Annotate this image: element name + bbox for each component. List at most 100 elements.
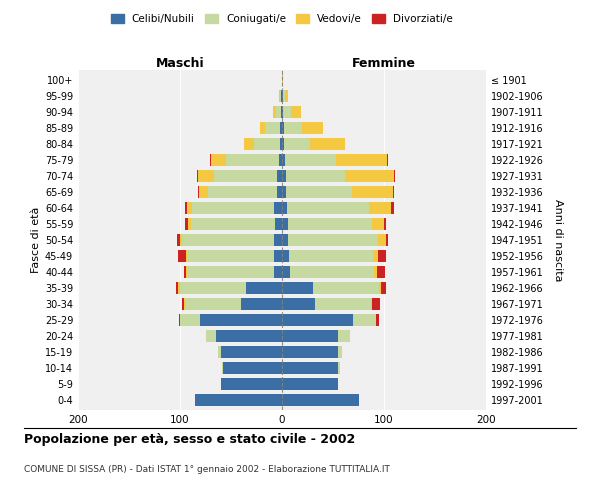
Bar [180, 282, 247, 294]
Bar [282, 234, 288, 246]
Bar [336, 154, 387, 166]
Bar [208, 186, 277, 198]
Bar [353, 314, 376, 326]
Bar [254, 138, 280, 150]
Bar [274, 250, 282, 262]
Bar [186, 266, 187, 278]
Bar [199, 170, 214, 182]
Bar [275, 218, 282, 230]
Bar [281, 90, 282, 102]
Bar [394, 170, 395, 182]
Bar [241, 298, 282, 310]
Bar [314, 298, 371, 310]
Bar [280, 138, 282, 150]
Bar [282, 170, 286, 182]
Bar [379, 282, 381, 294]
Bar [260, 122, 265, 134]
Text: Popolazione per età, sesso e stato civile - 2002: Popolazione per età, sesso e stato civil… [24, 432, 355, 446]
Bar [276, 106, 281, 118]
Bar [180, 314, 200, 326]
Bar [369, 202, 391, 214]
Text: Maschi: Maschi [155, 57, 205, 70]
Bar [377, 266, 385, 278]
Bar [378, 234, 386, 246]
Bar [352, 186, 393, 198]
Bar [274, 234, 282, 246]
Bar [371, 298, 372, 310]
Bar [218, 346, 221, 358]
Bar [282, 266, 290, 278]
Bar [211, 154, 226, 166]
Bar [180, 234, 182, 246]
Bar [187, 250, 274, 262]
Bar [244, 138, 254, 150]
Bar [284, 122, 302, 134]
Bar [188, 218, 191, 230]
Bar [199, 186, 208, 198]
Y-axis label: Anni di nascita: Anni di nascita [553, 198, 563, 281]
Bar [386, 234, 388, 246]
Bar [226, 154, 279, 166]
Bar [282, 122, 284, 134]
Bar [285, 154, 336, 166]
Bar [372, 298, 380, 310]
Bar [223, 362, 282, 374]
Bar [391, 202, 394, 214]
Bar [280, 90, 281, 102]
Bar [206, 330, 216, 342]
Bar [186, 250, 187, 262]
Bar [279, 90, 280, 102]
Bar [282, 74, 283, 86]
Bar [381, 282, 386, 294]
Bar [282, 298, 314, 310]
Bar [277, 170, 282, 182]
Bar [338, 330, 350, 342]
Bar [273, 106, 276, 118]
Bar [290, 266, 374, 278]
Bar [310, 138, 345, 150]
Bar [282, 282, 313, 294]
Bar [191, 218, 275, 230]
Bar [282, 90, 283, 102]
Bar [345, 170, 394, 182]
Bar [282, 330, 338, 342]
Bar [196, 394, 282, 406]
Bar [197, 170, 199, 182]
Bar [209, 154, 211, 166]
Bar [372, 218, 384, 230]
Bar [182, 234, 274, 246]
Bar [185, 218, 188, 230]
Bar [283, 90, 285, 102]
Bar [179, 314, 180, 326]
Bar [184, 298, 185, 310]
Bar [378, 250, 386, 262]
Bar [285, 90, 288, 102]
Bar [282, 250, 289, 262]
Bar [221, 378, 282, 390]
Bar [200, 314, 282, 326]
Bar [184, 266, 186, 278]
Bar [214, 170, 277, 182]
Bar [277, 186, 282, 198]
Bar [282, 106, 283, 118]
Bar [282, 362, 338, 374]
Text: COMUNE DI SISSA (PR) - Dati ISTAT 1° gennaio 2002 - Elaborazione TUTTITALIA.IT: COMUNE DI SISSA (PR) - Dati ISTAT 1° gen… [24, 466, 390, 474]
Bar [192, 202, 274, 214]
Bar [291, 106, 301, 118]
Bar [176, 282, 178, 294]
Y-axis label: Fasce di età: Fasce di età [31, 207, 41, 273]
Bar [282, 378, 338, 390]
Bar [286, 170, 345, 182]
Bar [282, 314, 353, 326]
Bar [247, 282, 282, 294]
Legend: Celibi/Nubili, Coniugati/e, Vedovi/e, Divorziati/e: Celibi/Nubili, Coniugati/e, Vedovi/e, Di… [107, 10, 457, 29]
Bar [288, 234, 378, 246]
Bar [284, 138, 310, 150]
Bar [282, 138, 284, 150]
Bar [187, 202, 192, 214]
Bar [280, 122, 282, 134]
Bar [177, 234, 180, 246]
Bar [283, 106, 291, 118]
Bar [221, 346, 282, 358]
Bar [282, 202, 287, 214]
